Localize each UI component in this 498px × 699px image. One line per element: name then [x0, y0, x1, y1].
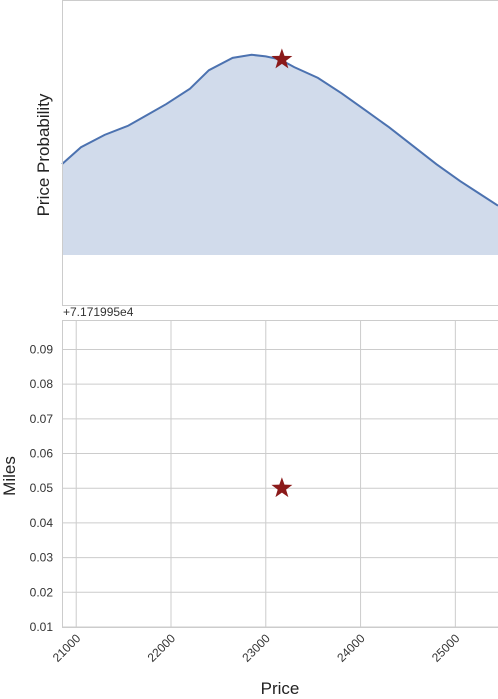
y-tick-label: 0.07 [30, 412, 54, 426]
x-tick-label: 25000 [429, 631, 463, 665]
bottom-y-ticks: 0.01 0.02 0.03 0.04 0.05 0.06 0.07 0.08 0.09 [30, 342, 54, 634]
x-tick-label: 21000 [50, 631, 84, 665]
top-panel-frame [62, 0, 498, 306]
bottom-y-axis-label: Miles [0, 456, 19, 496]
bottom-points [271, 477, 293, 498]
bottom-grid [62, 320, 498, 628]
bottom-x-ticks: 21000 22000 23000 24000 25000 [50, 631, 463, 665]
y-offset-text: +7.171995e4 [63, 305, 134, 319]
y-tick-label: 0.05 [30, 481, 54, 495]
y-tick-label: 0.03 [30, 551, 54, 565]
y-tick-label: 0.02 [30, 585, 54, 599]
y-tick-label: 0.04 [30, 516, 54, 530]
top-y-axis-label: Price Probability [34, 93, 53, 216]
bottom-panel-frame [62, 320, 498, 628]
bottom-panel: 0.01 0.02 0.03 0.04 0.05 0.06 0.07 0.08 0.09 210… [0, 305, 498, 698]
top-panel: Price Probability [34, 0, 498, 306]
x-tick-label: 23000 [239, 631, 273, 665]
probability-line [61, 53, 498, 207]
y-tick-label: 0.06 [30, 447, 54, 461]
x-tick-label: 22000 [145, 631, 179, 665]
y-tick-label: 0.01 [30, 620, 54, 634]
top-star-marker [271, 48, 293, 69]
probability-area [62, 54, 498, 255]
bottom-x-axis-label: Price [261, 679, 300, 698]
y-tick-label: 0.09 [30, 342, 54, 356]
x-tick-label: 24000 [334, 631, 368, 665]
bottom-star-marker [271, 477, 293, 498]
y-tick-label: 0.08 [30, 377, 54, 391]
